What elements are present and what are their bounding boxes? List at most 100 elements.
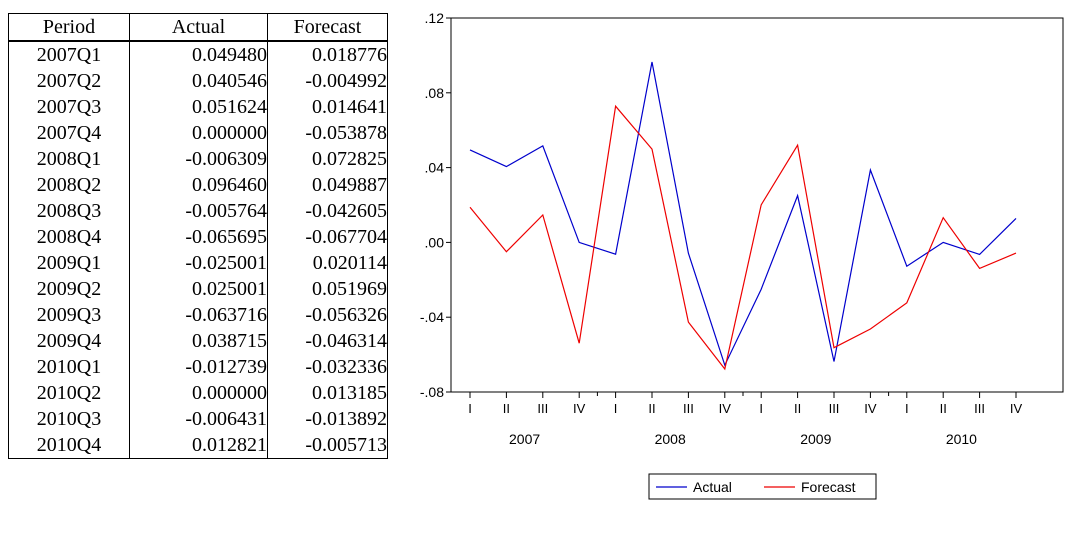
- cell-period: 2008Q1: [8, 146, 130, 172]
- cell-forecast: -0.046314: [267, 328, 388, 354]
- y-tick-label: .08: [425, 85, 445, 101]
- cell-actual: 0.051624: [129, 94, 268, 120]
- cell-period: 2010Q1: [8, 354, 130, 380]
- cell-forecast: -0.005713: [267, 432, 388, 459]
- legend-box: [648, 473, 877, 500]
- table-row: 2010Q3 -0.006431 -0.013892: [8, 406, 388, 432]
- x-quarter-label: IV: [864, 401, 877, 416]
- table-row: 2008Q4 -0.065695 -0.067704: [8, 224, 388, 250]
- cell-forecast: -0.004992: [267, 68, 388, 94]
- cell-period: 2009Q1: [8, 250, 130, 276]
- cell-actual: 0.025001: [129, 276, 268, 302]
- cell-period: 2009Q4: [8, 328, 130, 354]
- y-tick-label: .04: [425, 160, 445, 176]
- table-row: 2009Q4 0.038715 -0.046314: [8, 328, 388, 354]
- cell-forecast: 0.051969: [267, 276, 388, 302]
- x-quarter-label: II: [648, 401, 655, 416]
- x-quarter-label: III: [829, 401, 840, 416]
- x-year-label: 2008: [655, 431, 686, 447]
- plot-frame: [450, 17, 1064, 393]
- cell-forecast: -0.056326: [267, 302, 388, 328]
- table-row: 2010Q1 -0.012739 -0.032336: [8, 354, 388, 380]
- header-forecast: Forecast: [267, 13, 388, 42]
- cell-actual: 0.049480: [129, 41, 268, 68]
- x-year-label: 2007: [509, 431, 540, 447]
- cell-forecast: -0.067704: [267, 224, 388, 250]
- cell-forecast: 0.072825: [267, 146, 388, 172]
- y-tick-label: .00: [425, 234, 445, 250]
- x-quarter-label: I: [905, 401, 909, 416]
- x-quarter-label: II: [940, 401, 947, 416]
- table-row: 2007Q4 0.000000 -0.053878: [8, 120, 388, 146]
- cell-forecast: 0.020114: [267, 250, 388, 276]
- cell-period: 2010Q4: [8, 432, 130, 459]
- cell-period: 2008Q3: [8, 198, 130, 224]
- cell-period: 2009Q2: [8, 276, 130, 302]
- table-row: 2008Q2 0.096460 0.049887: [8, 172, 388, 198]
- cell-forecast: 0.018776: [267, 41, 388, 68]
- cell-forecast: -0.032336: [267, 354, 388, 380]
- cell-period: 2007Q4: [8, 120, 130, 146]
- table-row: 2009Q2 0.025001 0.051969: [8, 276, 388, 302]
- cell-period: 2008Q4: [8, 224, 130, 250]
- cell-actual: 0.040546: [129, 68, 268, 94]
- cell-actual: -0.025001: [129, 250, 268, 276]
- cell-forecast: 0.013185: [267, 380, 388, 406]
- x-quarter-label: IV: [1010, 401, 1023, 416]
- x-quarter-label: I: [614, 401, 618, 416]
- table-row: 2009Q3 -0.063716 -0.056326: [8, 302, 388, 328]
- table-row: 2010Q4 0.012821 -0.005713: [8, 432, 388, 459]
- cell-actual: -0.063716: [129, 302, 268, 328]
- x-year-label: 2010: [946, 431, 977, 447]
- cell-period: 2007Q3: [8, 94, 130, 120]
- series-line-forecast: [469, 104, 1017, 371]
- cell-actual: 0.096460: [129, 172, 268, 198]
- cell-actual: -0.012739: [129, 354, 268, 380]
- cell-actual: -0.006431: [129, 406, 268, 432]
- table-row: 2007Q3 0.051624 0.014641: [8, 94, 388, 120]
- cell-actual: -0.065695: [129, 224, 268, 250]
- table-row: 2010Q2 0.000000 0.013185: [8, 380, 388, 406]
- table-row: 2008Q3 -0.005764 -0.042605: [8, 198, 388, 224]
- series-line-actual: [469, 61, 1017, 367]
- legend: Actual Forecast: [648, 473, 877, 500]
- y-tick-label: .12: [425, 10, 445, 26]
- y-axis: -.08 -.04 .00 .04 .08 .12: [420, 10, 451, 400]
- cell-period: 2009Q3: [8, 302, 130, 328]
- forecast-table: Period Actual Forecast 2007Q1 0.049480 0.0…: [8, 13, 388, 459]
- x-quarter-label: I: [759, 401, 763, 416]
- legend-label-actual: Actual: [693, 479, 732, 495]
- x-year-label: 2009: [800, 431, 831, 447]
- table-header-row: Period Actual Forecast: [8, 13, 388, 42]
- x-quarter-label: IV: [719, 401, 732, 416]
- cell-period: 2007Q2: [8, 68, 130, 94]
- cell-actual: 0.012821: [129, 432, 268, 459]
- legend-label-forecast: Forecast: [801, 479, 856, 495]
- cell-forecast: 0.049887: [267, 172, 388, 198]
- x-quarter-label: III: [537, 401, 548, 416]
- table-row: 2008Q1 -0.006309 0.072825: [8, 146, 388, 172]
- table-row: 2007Q1 0.049480 0.018776: [8, 41, 388, 68]
- x-quarter-label: IV: [573, 401, 586, 416]
- cell-actual: 0.000000: [129, 120, 268, 146]
- cell-forecast: 0.014641: [267, 94, 388, 120]
- y-tick-label: -.08: [420, 384, 444, 400]
- x-quarter-label: III: [974, 401, 985, 416]
- x-quarter-label: III: [683, 401, 694, 416]
- table-row: 2009Q1 -0.025001 0.020114: [8, 250, 388, 276]
- table-body: 2007Q1 0.049480 0.018776 2007Q2 0.040546 -0.0…: [8, 41, 388, 459]
- x-quarter-label: II: [503, 401, 510, 416]
- forecast-table-container: Period Actual Forecast 2007Q1 0.049480 0.0…: [8, 13, 388, 459]
- x-quarter-label: II: [794, 401, 801, 416]
- cell-period: 2007Q1: [8, 41, 130, 68]
- cell-actual: 0.000000: [129, 380, 268, 406]
- cell-forecast: -0.013892: [267, 406, 388, 432]
- x-quarter-label: I: [468, 401, 472, 416]
- cell-period: 2008Q2: [8, 172, 130, 198]
- y-tick-label: -.04: [420, 309, 444, 325]
- cell-period: 2010Q2: [8, 380, 130, 406]
- cell-forecast: -0.042605: [267, 198, 388, 224]
- header-actual: Actual: [129, 13, 268, 42]
